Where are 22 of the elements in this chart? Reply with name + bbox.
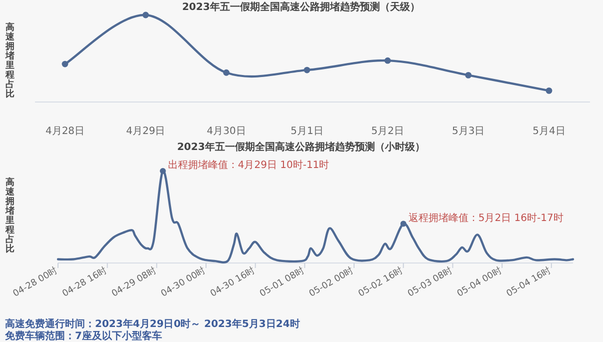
point	[465, 72, 472, 78]
annotation: 返程拥堵峰值：5月2日 16时-17时	[408, 212, 564, 224]
point	[62, 60, 68, 68]
x-tick-label: 5月3日	[452, 126, 485, 137]
x-tick-label: 5月4日	[532, 126, 566, 137]
chart-title: 2023年五一假期全国高速公路拥堵趋势预测（天级）	[182, 1, 420, 13]
point	[384, 57, 391, 64]
x-tick-label: 4月28日	[45, 126, 85, 137]
point	[142, 12, 149, 18]
x-tick-label: 5月2日	[371, 126, 404, 137]
text: 高速免费通行时间：2023年4月29日0时～ 2023年5月3日24时	[5, 318, 300, 330]
point	[304, 66, 310, 74]
x-tick-label: 4月29日	[126, 126, 166, 137]
chart-title: 2023年五一假期全国高速公路拥堵趋势预测（小时级）	[177, 141, 425, 153]
annotation: 出程拥堵峰值：4月29日 10时-11时	[168, 159, 330, 171]
x-tick-label: 5月1日	[290, 126, 324, 137]
text: 免费车辆范围：7座及以下小型客车	[4, 330, 162, 342]
y-axis-title: 高速拥堵里程占比	[4, 177, 16, 254]
point	[223, 69, 230, 76]
y-axis-title: 高速拥堵里程占比	[4, 22, 16, 100]
x-tick-label: 4月30日	[206, 126, 246, 137]
point	[546, 87, 552, 94]
